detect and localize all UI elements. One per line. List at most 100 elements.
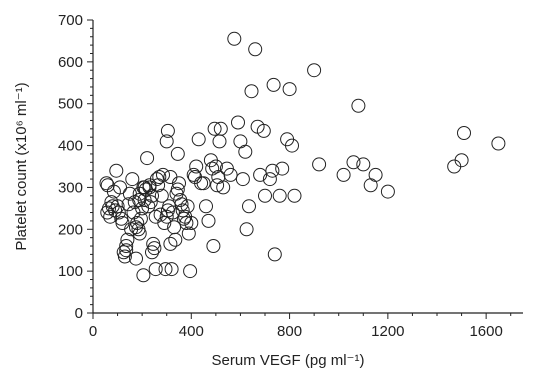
data-points	[99, 31, 506, 283]
x-tick-label: 400	[179, 323, 204, 340]
data-point	[454, 153, 469, 168]
data-point	[119, 243, 134, 258]
y-tick-label: 700	[58, 12, 83, 29]
data-point	[148, 262, 163, 277]
data-point	[248, 42, 263, 57]
data-point	[272, 188, 287, 203]
data-point	[491, 136, 506, 151]
data-point	[183, 264, 198, 279]
data-point	[130, 216, 145, 230]
data-point	[312, 157, 327, 172]
x-tick-label: 800	[277, 323, 302, 340]
y-axis-title: Platelet count (x10⁶ ml⁻¹)	[13, 82, 30, 250]
x-axis-title: Serum VEGF (pg ml⁻¹)	[212, 352, 365, 369]
data-point	[256, 123, 271, 138]
data-point	[242, 199, 256, 214]
data-point	[238, 144, 253, 159]
data-point	[336, 167, 351, 182]
y-tick-label: 300	[58, 179, 83, 196]
data-point	[129, 251, 143, 266]
data-point	[212, 134, 227, 149]
data-point	[206, 239, 221, 253]
data-point	[119, 239, 134, 253]
data-point	[191, 132, 206, 147]
data-point	[181, 226, 196, 241]
data-point	[170, 182, 185, 197]
data-point	[156, 167, 170, 182]
data-point	[132, 226, 147, 241]
data-point	[253, 167, 268, 182]
data-point	[165, 205, 180, 220]
data-point	[244, 84, 259, 99]
data-point	[184, 216, 199, 230]
data-point	[368, 167, 383, 182]
data-point	[265, 163, 280, 178]
data-point	[282, 82, 297, 97]
data-point	[227, 31, 242, 46]
data-point	[223, 167, 238, 182]
data-point	[457, 126, 471, 140]
data-point	[356, 157, 371, 172]
y-tick-label: 0	[75, 305, 83, 322]
data-point	[159, 134, 174, 149]
data-point	[199, 199, 213, 214]
y-tick-label: 400	[58, 138, 83, 155]
data-point	[133, 211, 148, 226]
data-point	[235, 172, 250, 187]
y-tick-label: 200	[58, 221, 83, 238]
data-point	[137, 180, 152, 195]
data-point	[158, 262, 173, 277]
data-point	[170, 146, 185, 161]
data-point	[258, 188, 272, 203]
axis-ticks: 0 100 200 300 400 500 600 700 0 400 800 1200 1600	[58, 12, 512, 340]
data-point	[266, 77, 281, 92]
y-tick-label: 500	[58, 96, 83, 113]
data-point	[143, 195, 158, 210]
data-point	[175, 203, 190, 218]
data-point	[154, 188, 169, 203]
data-point	[186, 167, 201, 182]
data-point	[168, 232, 183, 247]
data-point	[102, 201, 116, 216]
data-point	[163, 170, 178, 184]
data-point	[307, 63, 322, 78]
data-point	[262, 172, 277, 187]
data-point	[109, 163, 124, 178]
data-point	[111, 205, 126, 220]
data-point	[285, 138, 299, 153]
data-point	[110, 199, 125, 214]
data-point	[176, 211, 191, 226]
data-point	[147, 241, 162, 256]
data-point	[113, 180, 127, 195]
data-point	[351, 98, 366, 113]
data-point	[287, 188, 302, 203]
data-point	[213, 121, 228, 136]
data-point	[163, 236, 178, 251]
data-point	[380, 184, 395, 199]
data-point	[189, 159, 204, 174]
data-point	[145, 245, 159, 260]
data-point	[216, 180, 231, 195]
data-point	[233, 134, 248, 149]
data-point	[210, 178, 225, 193]
data-point	[115, 216, 130, 230]
data-point	[136, 268, 151, 283]
data-point	[125, 172, 140, 187]
data-point	[152, 170, 167, 184]
y-tick-label: 100	[58, 263, 83, 280]
data-point	[141, 199, 156, 214]
data-point	[196, 176, 211, 191]
data-point	[208, 159, 223, 174]
data-point	[142, 180, 157, 195]
data-point	[363, 178, 378, 193]
data-point	[145, 188, 159, 203]
data-point	[179, 216, 194, 230]
data-point	[275, 161, 290, 176]
data-point	[146, 236, 161, 251]
data-point	[99, 176, 114, 191]
x-tick-label: 0	[89, 323, 97, 340]
data-point	[157, 216, 172, 230]
data-point	[207, 121, 222, 136]
data-point	[346, 155, 361, 170]
